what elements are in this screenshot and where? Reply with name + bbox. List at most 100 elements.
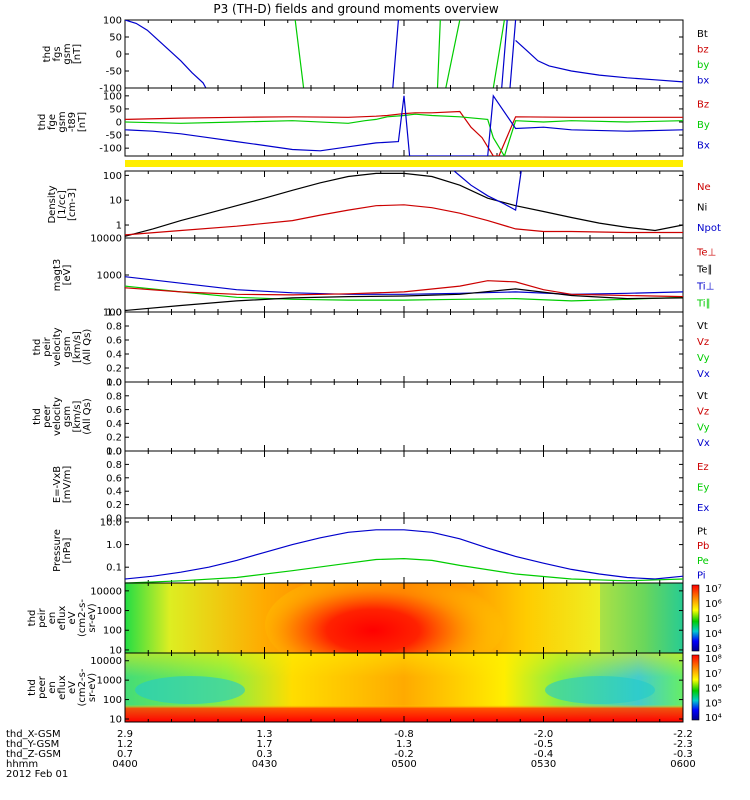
colorbar-label: 10⁸ [705,654,722,665]
legend-entry: by [697,60,709,71]
y-tick-label: 10.0 [100,517,122,528]
y-axis-label-line: [km/s] [72,331,83,363]
legend-entry: bx [697,75,709,86]
y-tick-label: 100 [103,91,122,102]
panel-peer_eflux: 10⁸ 10⁷ 10⁶ 10⁵ 10⁴ 10000 1000 100 10 thdpeerenef… [27,652,722,725]
y-axis-label-line: [mV/m] [62,466,73,504]
ephemeris-value: 0.7 [117,749,133,760]
time-tick-label: 0400 [112,759,137,770]
legend-entry: Ne [697,182,711,193]
y-tick-label: 0.2 [106,433,122,444]
colorbar-strip [691,584,700,652]
spectrogram-peir_eflux [125,583,683,653]
legend-entry: Vz [697,407,709,418]
colorbar-label: 10⁵ [705,614,722,625]
y-tick-label: 100 [103,16,122,27]
y-axis-label-line: [nT] [72,44,83,64]
y-axis-label-line: Pressure [52,529,63,572]
legend-entry: Bt [697,29,708,40]
y-tick-label: 0.0 [106,514,122,525]
spectrogram-hotspot [265,583,505,653]
panel-frame [124,311,684,383]
panel-frame [124,237,684,313]
series-line-Ti⊥ [125,276,683,295]
time-tick-label: 0430 [252,759,277,770]
y-axis-label-line: [nPa] [62,537,73,563]
colorbar-label: 10⁵ [705,698,722,709]
y-tick-label: 0.0 [106,447,122,458]
series-line-Te⊥ [125,280,683,298]
y-axis-label-line: eV [67,611,78,624]
figure-title: P3 (TH-D) fields and ground moments over… [213,2,498,16]
legend-entry: Te∥ [696,265,713,276]
y-axis-label-line: thd [27,679,38,696]
series-line-Bx [125,94,683,156]
panel-temp: 10000 1000 100 magt3[eV] Te⊥ Te∥ Ti⊥ Ti∥ [52,234,716,319]
y-axis-label: thdpeirenefluxeV(cm2-s-sr-eV) [27,599,98,637]
y-tick-label: 100 [103,695,122,706]
y-tick-label: 10000 [90,656,122,667]
panel-frame [124,450,684,519]
ephemeris-value: 0.3 [257,749,273,760]
y-tick-label: 0.8 [106,391,122,402]
y-tick-label: 1.0 [106,540,122,551]
ephemeris-row-label: thd_Y-GSM [6,739,59,750]
panel-density: 100 10 1 Density[1/cc][cm-3] Ne Ni Npot [47,170,721,239]
time-tick-label: 0600 [670,759,695,770]
y-axis-label-line: thd [32,339,43,356]
y-axis-label: magt3[eV] [52,259,73,292]
ephemeris-value: 1.3 [396,739,412,750]
y-axis-label-line: peir [37,607,48,627]
y-axis-label-line: thd [37,114,48,131]
y-axis-label-line: sr-eV) [87,673,98,702]
panel-peer_vel: 1.0 0.8 0.6 0.4 0.2 0.0 thdpeervelocitygsm[km/… [32,378,710,458]
legend-entry: Vz [697,337,709,348]
ephemeris-value: -2.2 [673,729,693,740]
y-tick-label: 0.2 [106,500,122,511]
y-axis-label-line: fge [47,114,58,130]
y-axis-label-line: (cm2-s- [77,599,88,637]
y-tick-label: 10 [109,645,122,656]
ephemeris-value: 1.7 [257,739,273,750]
y-axis-label: thdfgsgsm[nT] [42,43,83,64]
y-tick-label: 10000 [90,234,122,245]
ephemeris-value: -0.4 [534,749,554,760]
colorbar-peer_eflux: 10⁸ 10⁷ 10⁶ 10⁵ 10⁴ [691,654,722,724]
y-axis-label: thdfgegsm-t89[nT] [37,111,88,132]
y-axis-label-line: peer [42,404,53,428]
series-line-by [294,20,505,88]
y-axis-label-line: (cm2-s- [77,668,88,706]
y-axis-label-line: [cm-3] [67,188,78,221]
legend-entry: Bx [697,141,710,152]
y-tick-label: 1.0 [106,308,122,319]
y-axis-label-line: [eV] [62,265,73,286]
ephemeris-value: -0.2 [394,749,414,760]
ephemeris-value: 1.3 [257,729,273,740]
ephemeris-value: -0.8 [394,729,414,740]
colorbar-label: 10⁴ [705,713,722,724]
y-tick-label: 1.0 [106,447,122,458]
y-tick-label: 0.4 [106,419,122,430]
y-tick-label: 1 [116,221,122,232]
legend-entry: Pe [697,556,709,567]
legend-entry: bz [697,44,709,55]
yellow-band-bar [125,160,683,167]
y-tick-label: 1.0 [106,378,122,389]
y-tick-label: 0.4 [106,487,122,498]
legend-entry: Te⊥ [696,248,716,259]
y-tick-label: 0.8 [106,322,122,333]
y-axis-label-line: peir [42,336,53,356]
legend-entry: Vx [697,438,710,449]
y-axis-label: thdpeerenefluxeV(cm2-s-sr-eV) [27,668,98,706]
series-line-Pi [125,529,683,580]
colorbar-strip [691,654,700,721]
legend-entry: Vt [697,391,708,402]
legend-entry: Ex [697,503,709,514]
y-axis-label-line: eV [67,681,78,694]
series-line-Ti∥ [125,285,683,302]
y-axis-label-line: magt3 [52,259,63,292]
y-tick-label: 0 [116,118,122,129]
series-line-Npot [453,171,522,212]
ephemeris-value: -2.3 [673,739,693,750]
